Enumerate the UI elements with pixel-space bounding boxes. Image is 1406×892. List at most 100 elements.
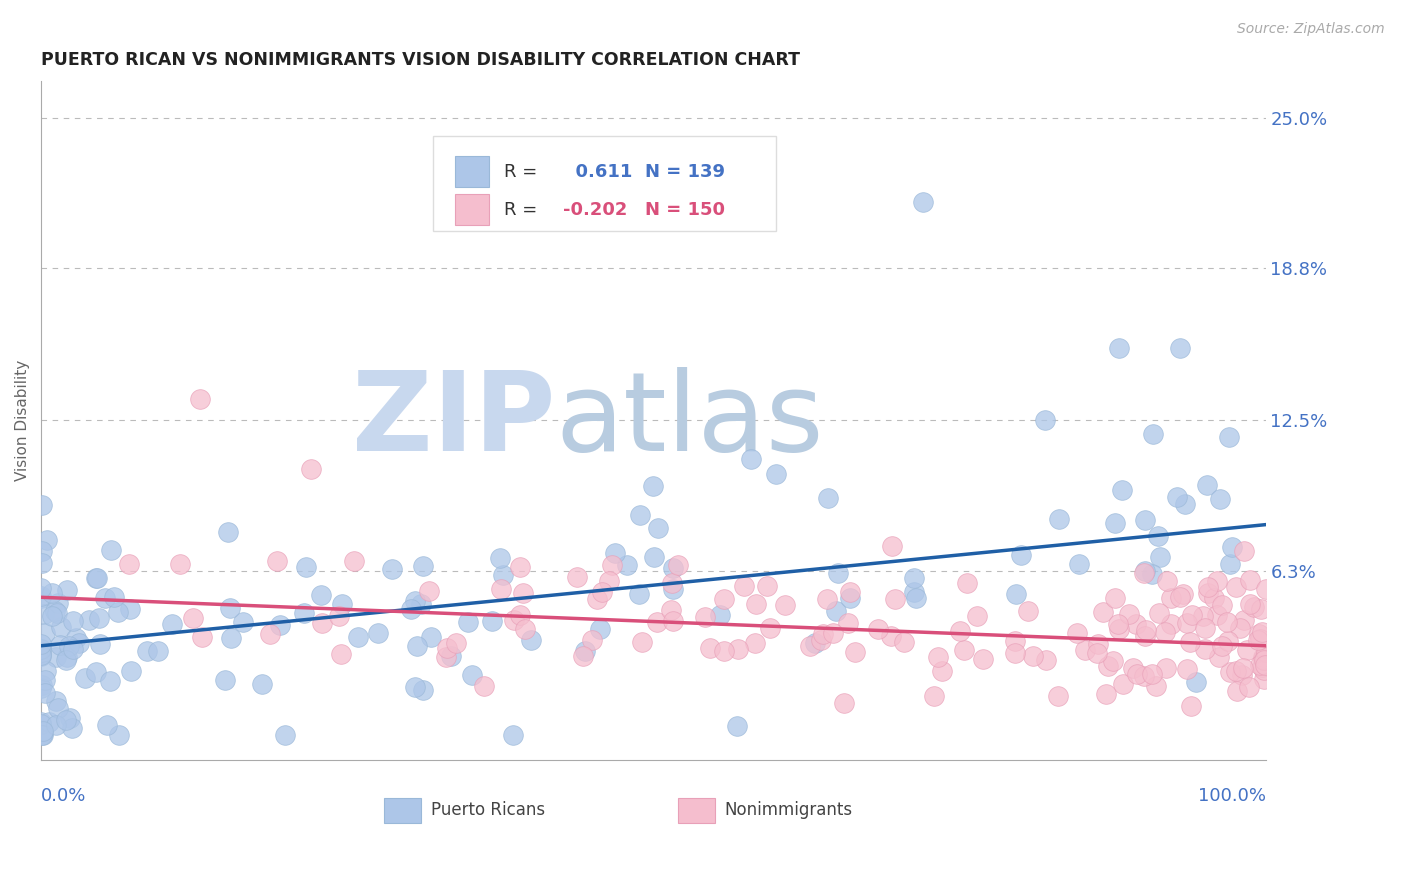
Point xyxy=(589,622,612,636)
Point xyxy=(1230,667,1253,681)
Point xyxy=(1253,663,1275,677)
Point xyxy=(1206,608,1229,623)
Point xyxy=(744,636,766,650)
Point xyxy=(598,574,620,588)
Point xyxy=(45,694,67,708)
Point xyxy=(1216,615,1239,629)
Point xyxy=(274,728,297,742)
Point xyxy=(825,604,848,618)
Point xyxy=(661,576,683,591)
Point xyxy=(662,560,685,574)
Text: Nonimmigrants: Nonimmigrants xyxy=(724,802,852,820)
Point xyxy=(953,642,976,657)
Point xyxy=(1166,490,1188,504)
Point xyxy=(1251,660,1274,674)
Point xyxy=(31,557,53,571)
Point xyxy=(457,615,479,629)
Point xyxy=(725,719,748,733)
Point xyxy=(727,642,749,657)
Point xyxy=(1067,558,1090,572)
Point xyxy=(1195,478,1218,492)
Point xyxy=(591,585,613,599)
Point xyxy=(30,716,52,731)
Point xyxy=(49,638,72,652)
Point xyxy=(1253,673,1275,687)
Point xyxy=(367,625,389,640)
Point xyxy=(903,585,925,599)
Point xyxy=(30,637,52,651)
Point xyxy=(31,728,53,742)
Point xyxy=(1239,597,1261,611)
Point xyxy=(58,639,80,653)
Point xyxy=(55,653,77,667)
Text: Puerto Ricans: Puerto Ricans xyxy=(430,802,544,820)
Point xyxy=(31,498,53,512)
Point xyxy=(404,594,426,608)
Point xyxy=(1126,666,1149,681)
Point xyxy=(1232,660,1254,674)
Bar xyxy=(678,798,714,822)
Point xyxy=(503,613,526,627)
Point xyxy=(627,587,650,601)
Point xyxy=(481,614,503,628)
Point xyxy=(1175,662,1198,676)
Point xyxy=(191,630,214,644)
Point xyxy=(1206,574,1229,589)
Text: R =: R = xyxy=(503,162,537,181)
Point xyxy=(489,551,512,566)
Point xyxy=(883,591,905,606)
Point xyxy=(1154,624,1177,639)
Point xyxy=(1118,607,1140,622)
Point xyxy=(1087,637,1109,651)
Point xyxy=(108,728,131,742)
Y-axis label: Vision Disability: Vision Disability xyxy=(15,359,30,481)
Point xyxy=(30,646,52,660)
Point xyxy=(45,606,67,620)
Point xyxy=(252,677,274,691)
Point xyxy=(86,571,108,585)
Point xyxy=(1033,413,1056,427)
Point xyxy=(1249,632,1271,646)
Point xyxy=(1005,586,1028,600)
Point xyxy=(51,619,73,633)
Point xyxy=(1125,617,1147,632)
Point xyxy=(574,644,596,658)
Point xyxy=(1198,586,1220,600)
Point xyxy=(62,642,84,657)
Point xyxy=(34,626,56,640)
Point xyxy=(1226,683,1249,698)
Point xyxy=(1219,665,1241,679)
Point xyxy=(59,711,82,725)
Point xyxy=(966,609,988,624)
Point xyxy=(30,715,52,730)
Point xyxy=(30,641,52,656)
Point xyxy=(1219,557,1241,571)
Point xyxy=(1108,622,1130,636)
Point xyxy=(744,598,766,612)
Point xyxy=(759,621,782,635)
Point xyxy=(502,728,524,742)
Point xyxy=(399,602,422,616)
Text: ZIP: ZIP xyxy=(352,367,555,474)
Point xyxy=(1233,543,1256,558)
Point xyxy=(837,615,859,630)
Point xyxy=(46,700,69,714)
Point xyxy=(266,554,288,568)
Point xyxy=(1220,541,1243,555)
Point xyxy=(1194,642,1216,657)
Bar xyxy=(384,798,420,822)
Point xyxy=(666,558,689,572)
Point xyxy=(709,607,731,622)
Point xyxy=(1004,633,1026,648)
Point xyxy=(45,650,67,665)
Point xyxy=(1087,646,1109,660)
Point xyxy=(1247,626,1270,640)
Point xyxy=(811,626,834,640)
Point xyxy=(628,508,651,523)
Point xyxy=(434,650,457,665)
Point xyxy=(949,624,972,638)
Text: -0.202: -0.202 xyxy=(562,201,627,219)
Point xyxy=(232,615,254,629)
Point xyxy=(34,673,56,688)
Point xyxy=(755,579,778,593)
